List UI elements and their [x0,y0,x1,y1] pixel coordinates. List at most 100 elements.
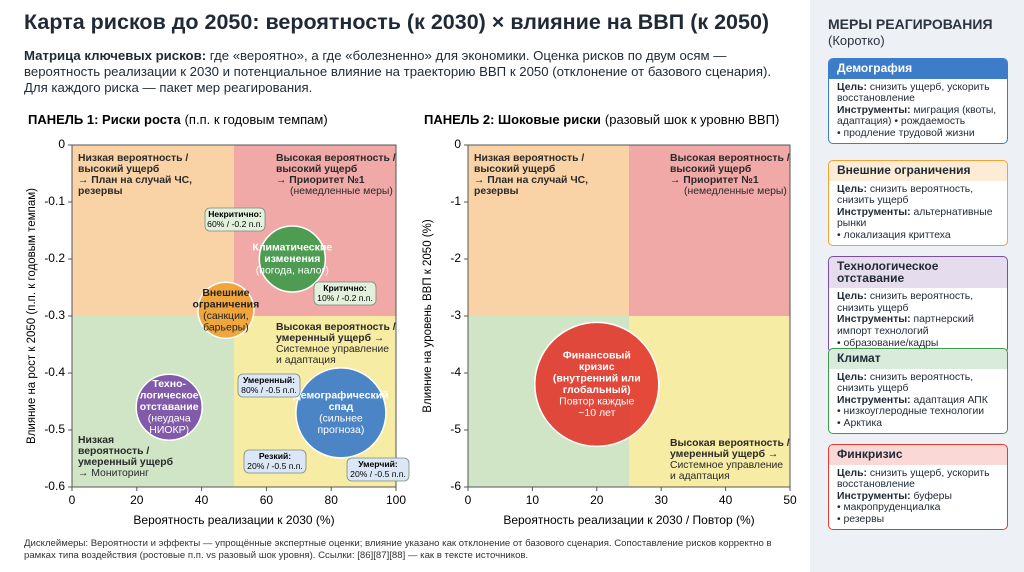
card-title: Технологическое отставание [829,257,1007,289]
quadrant-text: (немедленные меры) [684,186,787,197]
card-title: Внешние ограничения [829,161,1007,181]
panel-title-bold: ПАНЕЛЬ 2: Шоковые риски [424,112,601,127]
bubble-label: спад [329,401,354,413]
card-tools: Инструменты: буферы [837,491,999,503]
quadrant-heading: → Приоритет №1 [276,175,365,186]
quadrant-text: Системное управление [276,344,389,355]
card-body: Цель: снизить вероятность, снизить ущерб… [829,181,1007,245]
goal-label: Цель: [837,291,867,303]
tools-label: Инструменты: [837,490,911,502]
intro-text: где «вероятно», а где «болезненно» для э… [24,48,772,95]
annotation-text: 80% / -0.5 п.п. [241,385,297,395]
x-tick-label: 50 [783,493,797,507]
y-tick-label: -0.1 [44,194,65,208]
y-tick-label: -1 [450,194,461,208]
bubble [197,281,255,340]
y-axis-label: Влияние на рост к 2050 (п.п. к годовым т… [26,188,38,444]
goal-label: Цель: [837,183,867,195]
bubble [295,367,387,459]
goal-text: снизить вероятность, снизить ущерб [837,371,974,395]
quadrant-heading: резервы [78,186,123,197]
card-bullets: низкоуглеродные технологииАрктика [837,406,999,429]
quadrant-heading: → План на случай ЧС, [78,175,192,186]
quadrant-heading: → План на случай ЧС, [474,175,588,186]
quadrant-heading: умеренный ущерб [78,456,173,468]
x-tick-label: 40 [719,493,733,507]
tools-label: Инструменты: [837,394,911,406]
card-bullet: образование/кадры [837,338,999,350]
quadrant-heading: умеренный ущерб → [670,448,778,460]
bubble-note: барьеры) [203,321,249,333]
card-tools: Инструменты: миграция (квоты, адаптация)… [837,105,999,128]
annotation-text: 60% / -0.2 п.п. [207,219,263,229]
quadrant-text: → Мониторинг [78,468,149,479]
card-bullets: образование/кадры [837,338,999,350]
annotation-box [243,449,307,474]
x-tick-label: 60 [260,493,274,507]
quadrant-heading: Высокая вероятность / [670,153,790,164]
x-tick-label: 30 [655,493,669,507]
card-goal: Цель: снизить вероятность, снизить ущерб [837,372,999,395]
card-goal: Цель: снизить вероятность, снизить ущерб [837,184,999,207]
tools-text: альтернативные рынки [837,206,993,230]
bubble [534,321,660,448]
annotation-box [313,281,377,306]
x-tick-label: 100 [386,493,406,507]
quadrant-text: и адаптация [276,355,336,366]
quadrant-heading: Высокая вероятность / [276,322,396,333]
bubble-label: отставание [140,401,199,413]
panel-title: ПАНЕЛЬ 2: Шоковые риски (разовый шок к ур… [424,112,779,127]
bubble-label: Финансовый [563,349,631,361]
quadrant-heading: резервы [474,186,519,197]
bubble-label: кризис [579,361,615,373]
y-tick-label: -5 [450,422,461,436]
tools-text: миграция (квоты, адаптация) • рождаемост… [837,104,997,128]
goal-label: Цель: [837,81,867,93]
annotation-text: 20% / -0.5 п.п. [247,461,303,471]
card-goal: Цель: снизить ущерб, ускорить восстановл… [837,468,999,491]
y-tick-label: -0.4 [44,365,65,379]
card-bullet: резервы [837,514,999,526]
card-bullets: макропруденциалкарезервы [837,502,999,525]
quadrant-heading: высокий ущерб [276,163,357,175]
bubble-label: (внутренний или [553,372,641,384]
x-tick-label: 0 [465,493,472,507]
quadrant-heading: → Приоритет №1 [670,175,759,186]
bubble-label: логическое [140,389,199,401]
tools-label: Инструменты: [837,104,911,116]
annotation-text: 10% / -0.2 п.п. [317,293,373,303]
response-card: Технологическое отставание Цель: снизить … [828,256,1008,354]
y-tick-label: 0 [454,137,461,151]
annotation-text: Некритично: [208,209,262,219]
response-card: Демография Цель: снизить ущерб, ускорить … [828,58,1008,144]
card-bullet: низкоуглеродные технологии [837,406,999,418]
response-card: Финкризис Цель: снизить ущерб, ускорить в… [828,444,1008,530]
bubble-label: Климатические [252,241,332,253]
bubble-label: Демографический [293,389,388,401]
card-body: Цель: снизить ущерб, ускорить восстановл… [829,79,1007,143]
sidebar-title: МЕРЫ РЕАГИРОВАНИЯ [828,16,993,32]
card-bullet: макропруденциалка [837,502,999,514]
x-axis-label: Вероятность реализации к 2030 / Повтор (… [503,513,754,527]
quadrant-heading: Низкая [78,435,114,446]
x-tick-label: 0 [69,493,76,507]
bubble-note: НИОКР) [149,424,189,436]
y-tick-label: -3 [450,308,461,322]
x-tick-label: 20 [130,493,144,507]
panel-title-note: (п.п. к годовым темпам) [185,112,328,127]
y-axis-label: Влияние на уровень ВВП к 2050 (%) [422,219,434,413]
intro: Матрица ключевых рисков: где «вероятно»,… [24,48,794,96]
bubble-note: прогноза) [317,424,364,436]
card-goal: Цель: снизить вероятность, снизить ущерб [837,291,999,314]
card-title: Финкризис [829,445,1007,465]
x-tick-label: 10 [526,493,540,507]
bubble-note: ~10 лет [578,407,615,419]
annotation-text: Умерчий: [358,459,398,469]
sidebar: МЕРЫ РЕАГИРОВАНИЯ (Коротко) Демография Це… [810,0,1024,572]
disclaimer: Дисклеймеры: Вероятности и эффекты — упр… [24,538,772,561]
y-tick-label: -4 [450,365,461,379]
bubble [135,373,203,441]
card-tools: Инструменты: альтернативные рынки [837,207,999,230]
annotation-box [346,457,410,482]
